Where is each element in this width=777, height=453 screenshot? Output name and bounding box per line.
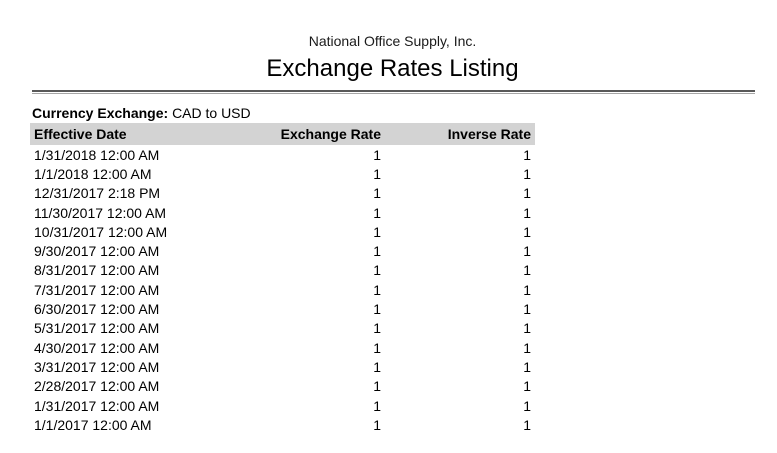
cell-effective-date: 11/30/2017 12:00 AM <box>34 204 167 221</box>
cell-inverse-rate: 1 <box>523 301 531 318</box>
cell-exchange-rate: 1 <box>373 358 381 375</box>
table-row: 1/31/2018 12:00 AM 1 1 <box>30 145 535 165</box>
cell-exchange-rate: 1 <box>373 416 381 433</box>
cell-effective-date: 7/31/2017 12:00 AM <box>34 281 160 298</box>
cell-exchange-rate: 1 <box>373 281 381 298</box>
cell-exchange-rate: 1 <box>373 339 381 356</box>
title-divider <box>32 90 755 94</box>
cell-effective-date: 6/30/2017 12:00 AM <box>34 301 160 318</box>
divider-thick-line <box>32 90 755 92</box>
cell-inverse-rate: 1 <box>523 397 531 414</box>
cell-exchange-rate: 1 <box>373 397 381 414</box>
cell-effective-date: 10/31/2017 12:00 AM <box>34 223 168 240</box>
cell-effective-date: 4/30/2017 12:00 AM <box>34 339 160 356</box>
table-row: 1/1/2018 12:00 AM 1 1 <box>30 164 535 184</box>
cell-inverse-rate: 1 <box>523 146 531 163</box>
filter-label: Currency Exchange: <box>32 105 169 121</box>
cell-exchange-rate: 1 <box>373 204 381 221</box>
column-header-inverse-rate: Inverse Rate <box>447 126 531 142</box>
table-row: 1/31/2017 12:00 AM 1 1 <box>30 395 535 416</box>
report-page: National Office Supply, Inc. Exchange Ra… <box>30 33 755 435</box>
cell-inverse-rate: 1 <box>523 378 531 395</box>
cell-effective-date: 1/1/2018 12:00 AM <box>34 165 152 182</box>
table-row: 9/30/2017 12:00 AM 1 1 <box>30 241 535 261</box>
divider-thin-line <box>32 93 755 94</box>
cell-inverse-rate: 1 <box>523 320 531 337</box>
cell-exchange-rate: 1 <box>373 243 381 260</box>
cell-exchange-rate: 1 <box>373 378 381 395</box>
table-row: 3/31/2017 12:00 AM 1 1 <box>30 357 535 377</box>
cell-inverse-rate: 1 <box>523 204 531 221</box>
cell-effective-date: 2/28/2017 12:00 AM <box>34 378 160 395</box>
column-header-effective-date: Effective Date <box>34 126 127 142</box>
table-row: 11/30/2017 12:00 AM 1 1 <box>30 202 535 223</box>
cell-exchange-rate: 1 <box>373 185 381 202</box>
cell-inverse-rate: 1 <box>523 281 531 298</box>
table-row: 12/31/2017 2:18 PM 1 1 <box>30 183 535 203</box>
cell-inverse-rate: 1 <box>523 416 531 433</box>
cell-exchange-rate: 1 <box>373 262 381 279</box>
cell-effective-date: 5/31/2017 12:00 AM <box>34 320 160 337</box>
cell-exchange-rate: 1 <box>373 165 381 182</box>
cell-inverse-rate: 1 <box>523 185 531 202</box>
cell-exchange-rate: 1 <box>373 301 381 318</box>
cell-effective-date: 8/31/2017 12:00 AM <box>34 262 160 279</box>
cell-inverse-rate: 1 <box>523 243 531 260</box>
cell-effective-date: 12/31/2017 2:18 PM <box>34 185 161 202</box>
cell-exchange-rate: 1 <box>373 320 381 337</box>
divider-gap <box>32 92 755 93</box>
cell-effective-date: 3/31/2017 12:00 AM <box>34 358 160 375</box>
table-row: 1/1/2017 12:00 AM 1 1 <box>30 415 535 435</box>
table-row: 10/31/2017 12:00 AM 1 1 <box>30 222 535 242</box>
company-name: National Office Supply, Inc. <box>308 33 477 49</box>
cell-inverse-rate: 1 <box>523 262 531 279</box>
table-header-row: Effective Date Exchange Rate Inverse Rat… <box>30 123 535 145</box>
currency-exchange-filter: Currency Exchange: CAD to USD <box>32 105 755 122</box>
cell-effective-date: 1/31/2018 12:00 AM <box>34 146 160 163</box>
filter-value: CAD to USD <box>172 105 251 121</box>
table-row: 7/31/2017 12:00 AM 1 1 <box>30 280 535 300</box>
cell-effective-date: 1/1/2017 12:00 AM <box>34 416 152 433</box>
cell-inverse-rate: 1 <box>523 339 531 356</box>
report-title: Exchange Rates Listing <box>266 55 519 82</box>
column-header-exchange-rate: Exchange Rate <box>280 126 381 142</box>
table-body: 1/31/2018 12:00 AM 1 1 1/1/2018 12:00 AM 1 1 1… <box>30 145 535 435</box>
table-row: 8/31/2017 12:00 AM 1 1 <box>30 260 535 281</box>
cell-effective-date: 9/30/2017 12:00 AM <box>34 243 160 260</box>
cell-effective-date: 1/31/2017 12:00 AM <box>34 397 160 414</box>
cell-inverse-rate: 1 <box>523 358 531 375</box>
cell-exchange-rate: 1 <box>373 146 381 163</box>
table-row: 6/30/2017 12:00 AM 1 1 <box>30 299 535 319</box>
table-row: 2/28/2017 12:00 AM 1 1 <box>30 376 535 396</box>
table-row: 4/30/2017 12:00 AM 1 1 <box>30 337 535 358</box>
cell-inverse-rate: 1 <box>523 165 531 182</box>
cell-exchange-rate: 1 <box>373 223 381 240</box>
cell-inverse-rate: 1 <box>523 223 531 240</box>
table-row: 5/31/2017 12:00 AM 1 1 <box>30 318 535 338</box>
exchange-rates-table: Effective Date Exchange Rate Inverse Rat… <box>30 123 535 435</box>
